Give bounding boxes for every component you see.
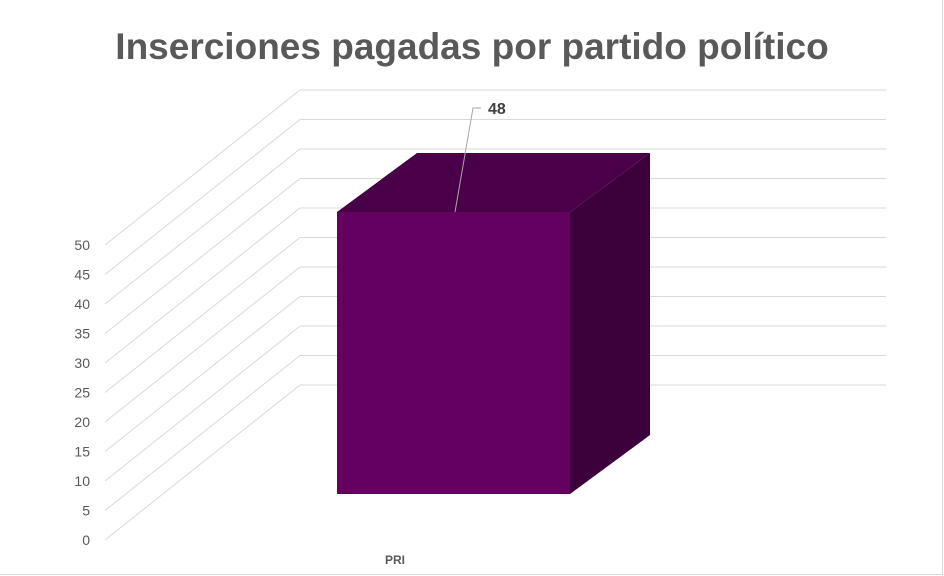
gridline-side: [104, 89, 301, 246]
chart-title: Inserciones pagadas por partido político: [115, 26, 829, 67]
y-tick-label: 20: [74, 414, 90, 430]
y-tick-label: 5: [82, 503, 90, 519]
gridline-side: [104, 355, 301, 511]
y-tick-label: 40: [74, 296, 90, 312]
data-label-leader: [454, 107, 481, 213]
y-tick-label: 35: [74, 326, 90, 342]
gridline-side: [104, 237, 301, 393]
gridline-side: [104, 325, 301, 482]
x-tick-label: PRI: [385, 553, 405, 567]
y-tick-label: 10: [74, 473, 90, 489]
bar-top: [337, 153, 650, 212]
y-tick-label: 45: [74, 267, 90, 283]
gridline-side: [104, 207, 301, 364]
y-tick-label: 0: [82, 532, 90, 548]
y-tick-label: 25: [74, 385, 90, 401]
bar: [337, 212, 570, 494]
gridline-side: [104, 119, 301, 275]
y-tick-label: 15: [74, 444, 90, 460]
data-label: 48: [488, 101, 506, 118]
gridline-side: [104, 266, 301, 423]
gridline-side: [104, 148, 301, 305]
gridline-side: [104, 178, 301, 334]
gridline-side: [104, 296, 301, 452]
gridline-side: [104, 384, 301, 541]
y-tick-label: 50: [74, 237, 90, 253]
bar-side: [570, 153, 650, 494]
y-tick-label: 30: [74, 355, 90, 371]
